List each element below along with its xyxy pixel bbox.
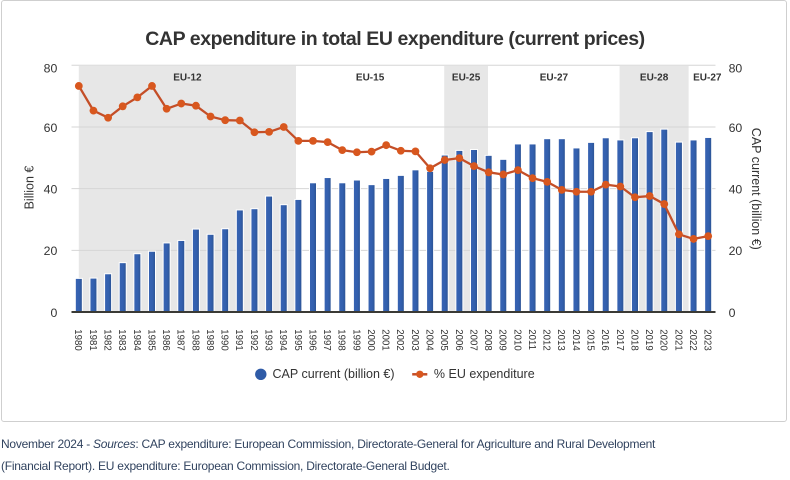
- svg-text:2011: 2011: [526, 329, 537, 350]
- svg-text:2015: 2015: [584, 329, 595, 351]
- svg-text:2020: 2020: [658, 329, 669, 351]
- svg-text:Billion €: Billion €: [22, 166, 36, 210]
- svg-text:0: 0: [729, 306, 736, 320]
- svg-text:1981: 1981: [87, 329, 98, 351]
- svg-text:1985: 1985: [145, 329, 156, 351]
- svg-text:2008: 2008: [482, 329, 493, 351]
- svg-text:2004: 2004: [423, 329, 434, 351]
- svg-text:1986: 1986: [160, 329, 171, 351]
- svg-text:2018: 2018: [628, 329, 639, 351]
- svg-text:1994: 1994: [277, 329, 288, 351]
- svg-text:EU-27: EU-27: [540, 72, 569, 83]
- svg-text:1987: 1987: [175, 329, 186, 351]
- svg-text:2016: 2016: [599, 329, 610, 351]
- svg-text:60: 60: [729, 121, 743, 135]
- svg-text:20: 20: [729, 244, 743, 258]
- svg-text:1997: 1997: [321, 329, 332, 351]
- svg-text:1991: 1991: [233, 329, 244, 351]
- svg-text:80: 80: [729, 61, 743, 75]
- svg-text:EU-27: EU-27: [693, 72, 722, 83]
- svg-text:EU-15: EU-15: [356, 72, 385, 83]
- svg-text:2014: 2014: [570, 329, 581, 351]
- svg-text:60: 60: [44, 121, 58, 135]
- svg-text:1995: 1995: [292, 329, 303, 351]
- svg-text:2002: 2002: [394, 329, 405, 351]
- svg-text:EU-12: EU-12: [173, 72, 202, 83]
- svg-text:EU-28: EU-28: [640, 72, 669, 83]
- svg-text:80: 80: [44, 61, 58, 75]
- svg-text:1998: 1998: [336, 329, 347, 351]
- svg-text:1989: 1989: [204, 329, 215, 351]
- svg-text:2001: 2001: [380, 329, 391, 351]
- svg-text:2010: 2010: [511, 329, 522, 351]
- svg-text:2000: 2000: [365, 329, 376, 351]
- svg-text:CAP current (billion €): CAP current (billion €): [749, 128, 763, 250]
- svg-text:2007: 2007: [467, 329, 478, 351]
- svg-text:1984: 1984: [131, 329, 142, 351]
- svg-text:2006: 2006: [453, 329, 464, 351]
- svg-text:1988: 1988: [189, 329, 200, 351]
- svg-text:1996: 1996: [306, 329, 317, 351]
- svg-text:1982: 1982: [101, 329, 112, 351]
- svg-text:1993: 1993: [262, 329, 273, 351]
- svg-text:CAP current (billion €): CAP current (billion €): [273, 367, 395, 381]
- svg-text:2021: 2021: [672, 329, 683, 351]
- svg-text:0: 0: [50, 306, 57, 320]
- svg-text:2019: 2019: [643, 329, 654, 351]
- svg-text:1990: 1990: [219, 329, 230, 351]
- svg-text:2003: 2003: [409, 329, 420, 351]
- svg-text:2022: 2022: [687, 329, 698, 351]
- svg-text:1999: 1999: [350, 329, 361, 351]
- svg-text:2012: 2012: [541, 329, 552, 351]
- svg-text:20: 20: [44, 244, 58, 258]
- svg-text:40: 40: [729, 183, 743, 197]
- svg-text:% EU expenditure: % EU expenditure: [434, 367, 535, 381]
- svg-text:1983: 1983: [116, 329, 127, 351]
- svg-text:40: 40: [44, 183, 58, 197]
- svg-text:EU-25: EU-25: [452, 72, 481, 83]
- svg-text:2009: 2009: [497, 329, 508, 351]
- svg-text:2005: 2005: [438, 329, 449, 351]
- svg-text:2023: 2023: [702, 329, 713, 351]
- svg-text:2013: 2013: [555, 329, 566, 351]
- svg-text:1980: 1980: [72, 329, 83, 351]
- svg-text:1992: 1992: [248, 329, 259, 351]
- svg-text:2017: 2017: [614, 329, 625, 351]
